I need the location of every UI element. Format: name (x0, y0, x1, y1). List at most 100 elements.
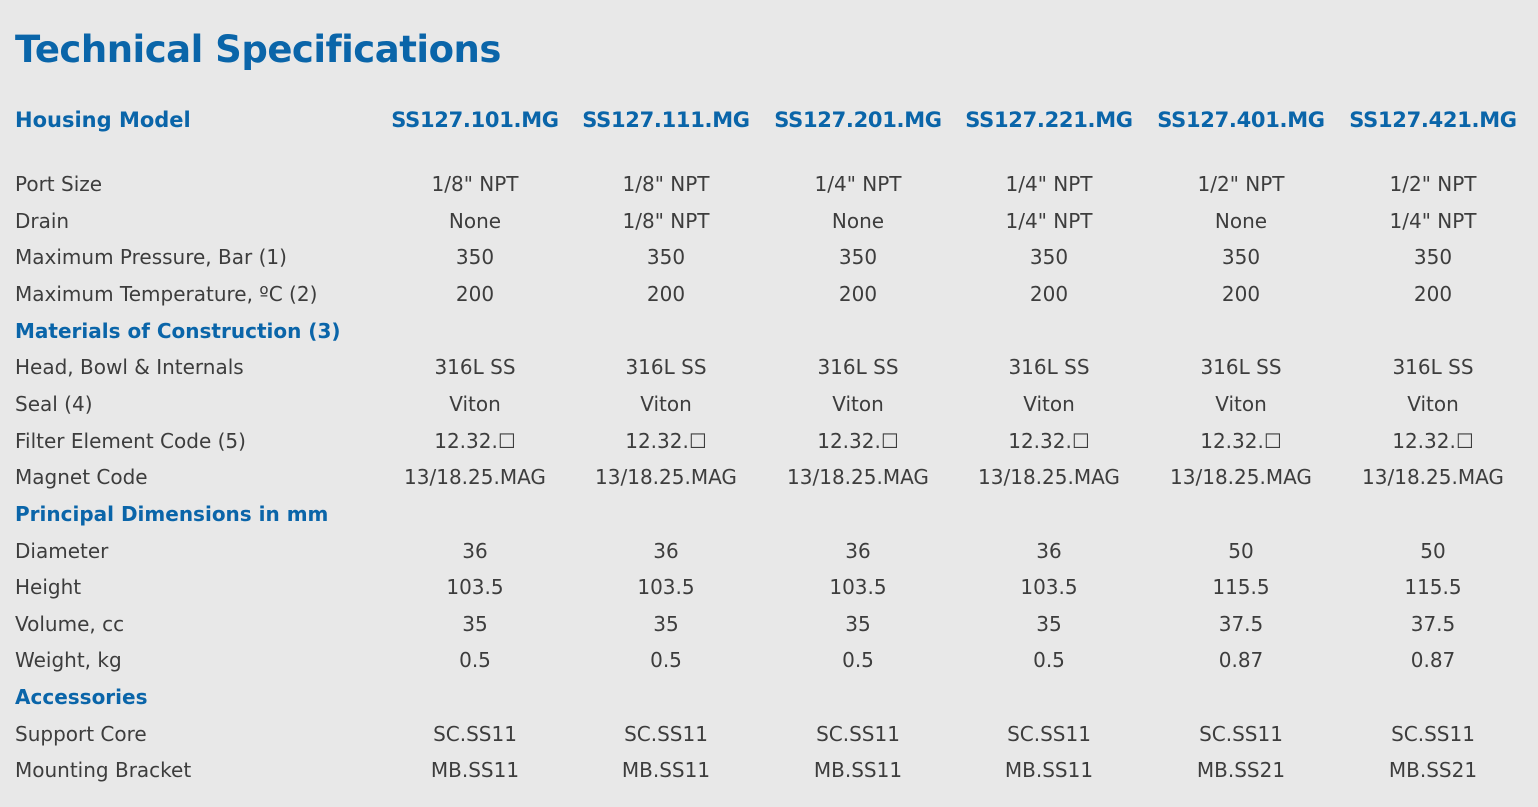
table-cell: MB.SS11 (430, 758, 520, 783)
table-cell: 1/4" NPT (1005, 172, 1093, 196)
table-row: Seal (4) Viton Viton Viton Viton Viton Viton (0, 386, 1538, 422)
table-cell: Viton (1215, 391, 1267, 416)
row-label: Magnet Code (15, 465, 148, 490)
table-cell: 1/8" NPT (622, 208, 710, 233)
table-cell: 36 (462, 538, 488, 563)
table-cell: SC.SS11 (816, 721, 900, 746)
row-label: Seal (4) (15, 391, 93, 416)
table-cell: 12.32.☐ (625, 428, 707, 453)
page-title: Technical Specifications (15, 28, 501, 71)
table-row: Height 103.5 103.5 103.5 103.5 115.5 115.5 (0, 569, 1538, 605)
row-label: Head, Bowl & Internals (15, 355, 244, 380)
table-cell: 103.5 (637, 575, 695, 600)
row-label: Maximum Pressure, Bar (1) (15, 245, 287, 270)
table-cell: 350 (1413, 245, 1453, 270)
table-row: Mounting Bracket MB.SS11 MB.SS11 MB.SS11 MB.… (0, 752, 1538, 788)
table-cell: SC.SS11 (1007, 721, 1091, 746)
table-cell: 316L SS (434, 355, 516, 380)
table-row: Maximum Temperature, ºC (2) 200 200 200 200 2… (0, 276, 1538, 312)
table-cell: 1/4" NPT (1005, 208, 1093, 233)
row-label: Filter Element Code (5) (15, 428, 246, 453)
table-cell: Viton (449, 391, 501, 416)
table-row: Port Size 1/8" NPT 1/8" NPT 1/4" NPT 1/4" NP… (0, 166, 1538, 202)
table-cell: 115.5 (1212, 575, 1270, 600)
table-row: Volume, cc 35 35 35 35 37.5 37.5 (0, 606, 1538, 642)
row-label: Weight, kg (15, 648, 122, 673)
model-header: SS127.111.MG (582, 108, 750, 132)
table-cell: 36 (845, 538, 871, 563)
table-row: Magnet Code 13/18.25.MAG 13/18.25.MAG 13/18… (0, 459, 1538, 495)
table-cell: 37.5 (1410, 611, 1456, 636)
table-cell: 12.32.☐ (817, 428, 899, 453)
table-cell: 200 (1221, 281, 1261, 306)
table-cell: MB.SS11 (813, 758, 903, 783)
row-label: Port Size (15, 172, 103, 196)
table-cell: 1/2" NPT (1197, 172, 1285, 196)
table-cell: 350 (838, 245, 878, 270)
housing-model-label: Housing Model (15, 108, 191, 132)
table-cell: 0.5 (650, 648, 682, 673)
table-cell: 1/4" NPT (814, 172, 902, 196)
table-cell: 115.5 (1404, 575, 1462, 600)
table-cell: MB.SS21 (1196, 758, 1286, 783)
table-cell: 0.5 (1033, 648, 1065, 673)
row-label: Height (15, 575, 82, 600)
section-header-row: Accessories (0, 679, 1538, 715)
table-cell: 316L SS (817, 355, 899, 380)
table-cell: None (1214, 208, 1268, 233)
table-row: Diameter 36 36 36 36 50 50 (0, 533, 1538, 569)
table-row: Maximum Pressure, Bar (1) 350 350 350 350 350… (0, 239, 1538, 275)
table-cell: Viton (1023, 391, 1075, 416)
table-cell: SC.SS11 (624, 721, 708, 746)
table-cell: 13/18.25.MAG (1170, 465, 1312, 490)
row-label: Support Core (15, 721, 147, 746)
table-cell: None (831, 208, 885, 233)
table-cell: 12.32.☐ (1008, 428, 1090, 453)
table-cell: 36 (1036, 538, 1062, 563)
table-cell: 103.5 (446, 575, 504, 600)
table-cell: 103.5 (829, 575, 887, 600)
table-cell: 350 (1221, 245, 1261, 270)
table-cell: Viton (832, 391, 884, 416)
table-cell: 12.32.☐ (1392, 428, 1474, 453)
table-cell: 35 (1036, 611, 1062, 636)
section-label: Materials of Construction (3) (15, 318, 341, 343)
table-cell: 316L SS (1392, 355, 1474, 380)
table-cell: 316L SS (1008, 355, 1090, 380)
table-row: Support Core SC.SS11 SC.SS11 SC.SS11 SC.SS11… (0, 716, 1538, 752)
table-header-row: Housing Model SS127.101.MG SS127.111.MG … (0, 103, 1538, 137)
table-cell: 0.87 (1410, 648, 1456, 673)
table-cell: 200 (1029, 281, 1069, 306)
table-cell: MB.SS21 (1388, 758, 1478, 783)
table-cell: 13/18.25.MAG (404, 465, 546, 490)
table-cell: 350 (646, 245, 686, 270)
section-label: Accessories (15, 685, 148, 710)
table-cell: MB.SS11 (1004, 758, 1094, 783)
table-cell: 13/18.25.MAG (1362, 465, 1504, 490)
table-cell: SC.SS11 (433, 721, 517, 746)
section-label: Principal Dimensions in mm (15, 501, 329, 526)
table-cell: 1/2" NPT (1389, 172, 1477, 196)
table-cell: Viton (1407, 391, 1459, 416)
model-header: SS127.401.MG (1157, 108, 1325, 132)
row-label: Mounting Bracket (15, 758, 192, 783)
table-cell: 316L SS (1200, 355, 1282, 380)
table-cell: 35 (845, 611, 871, 636)
table-cell: 36 (653, 538, 679, 563)
table-row: Weight, kg 0.5 0.5 0.5 0.5 0.87 0.87 (0, 642, 1538, 678)
table-cell: SC.SS11 (1199, 721, 1283, 746)
row-label: Maximum Temperature, ºC (2) (15, 281, 318, 306)
table-cell: 1/8" NPT (622, 172, 710, 196)
table-cell: SC.SS11 (1391, 721, 1475, 746)
section-header-row: Principal Dimensions in mm (0, 496, 1538, 532)
table-row: Head, Bowl & Internals 316L SS 316L SS 316L… (0, 349, 1538, 385)
table-cell: 13/18.25.MAG (787, 465, 929, 490)
table-cell: 35 (653, 611, 679, 636)
table-cell: 0.5 (842, 648, 874, 673)
table-cell: 12.32.☐ (1200, 428, 1282, 453)
table-cell: Viton (640, 391, 692, 416)
model-header: SS127.101.MG (391, 108, 559, 132)
table-row: Drain None 1/8" NPT None 1/4" NPT None 1/4" NP… (0, 203, 1538, 239)
table-cell: 316L SS (625, 355, 707, 380)
table-cell: 0.87 (1218, 648, 1264, 673)
